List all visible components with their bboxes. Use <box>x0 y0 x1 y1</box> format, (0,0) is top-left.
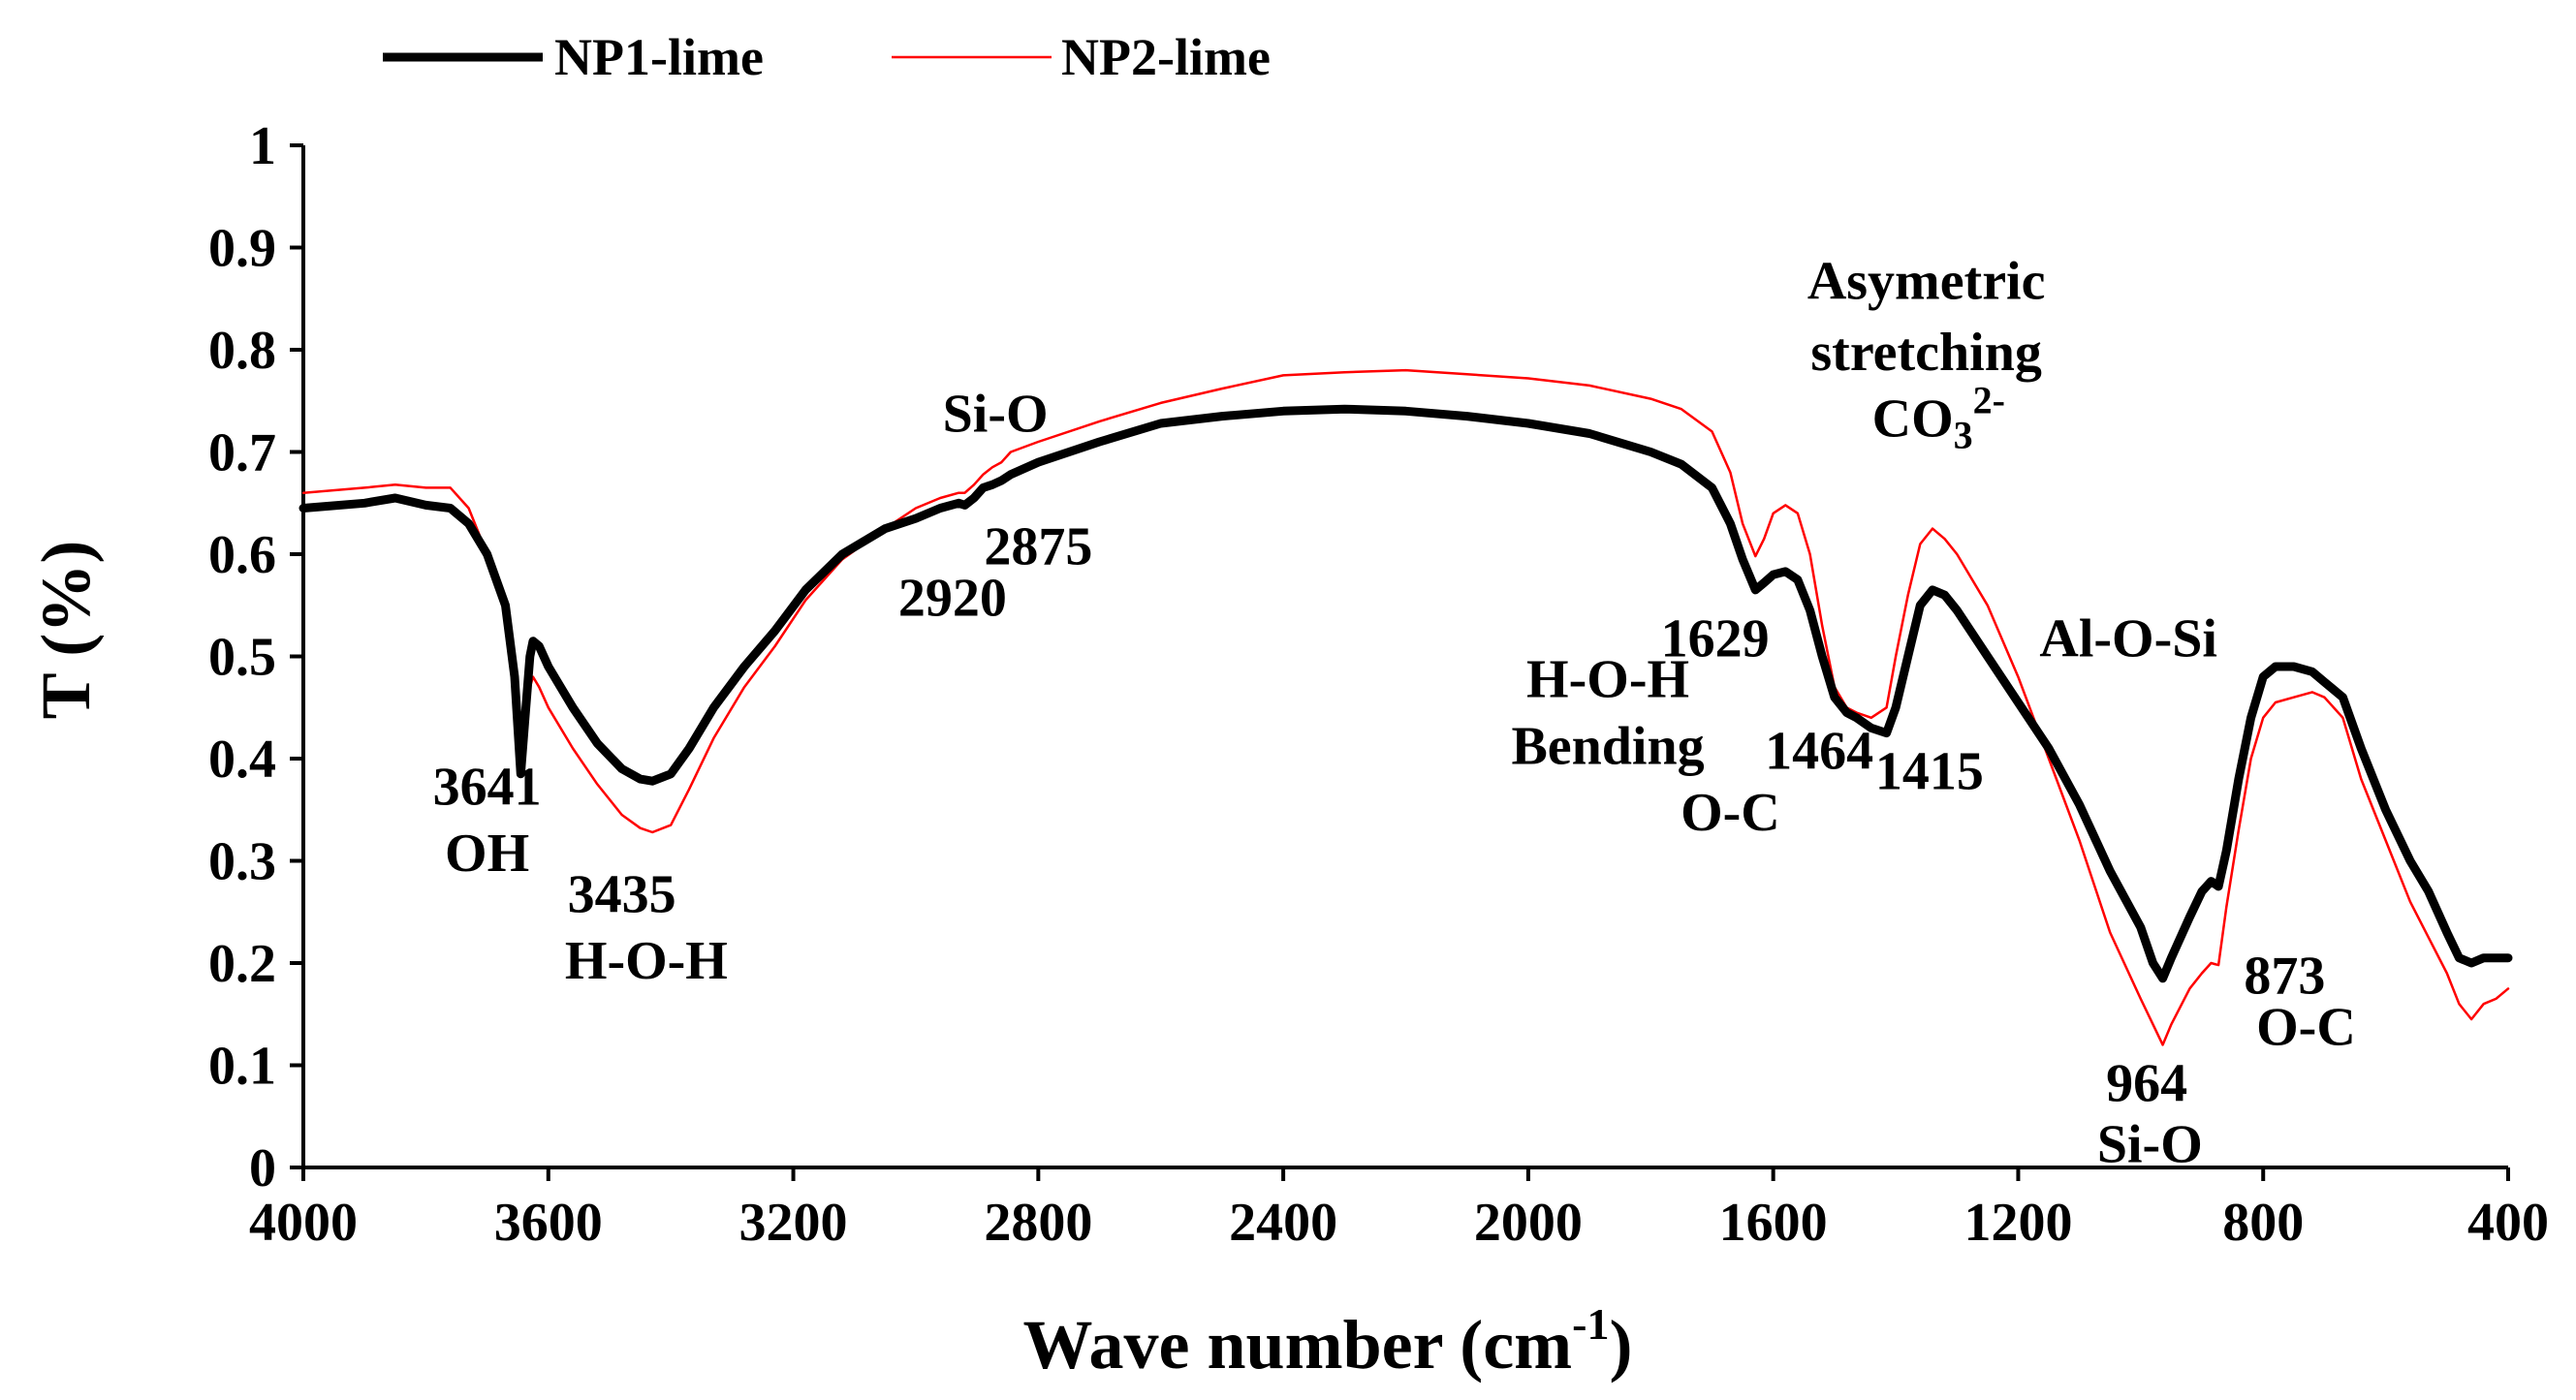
x-tick-label: 3200 <box>739 1193 848 1253</box>
x-tick-label: 4000 <box>249 1193 358 1253</box>
y-tick-label: 0.5 <box>208 628 276 688</box>
annotation-label: Al-O-Si <box>2039 609 2217 669</box>
annotation-label: H-O-H <box>1526 650 1689 710</box>
series-line-np2-lime <box>301 368 2510 1046</box>
y-tick-label: 1 <box>249 116 276 176</box>
plot-area: 0 0.1 0.2 0.3 0.4 0.5 0.6 0.7 0.8 0.9 1 4000 3600 320… <box>208 116 2549 1253</box>
annotation-co3: CO32- <box>1872 379 2005 457</box>
y-tick-label: 0 <box>249 1138 276 1198</box>
annotation-label: OH <box>445 824 529 884</box>
annotation-label: 1415 <box>1875 742 1984 802</box>
annotation-label: 873 <box>2244 947 2325 1007</box>
annotation-label: 2875 <box>984 517 1092 577</box>
x-axis-title-close: ) <box>1609 1306 1632 1384</box>
annotation-label: Asymetric <box>1807 251 2046 311</box>
y-tick-label: 0.9 <box>208 219 276 279</box>
y-tick-label: 0.8 <box>208 321 276 381</box>
x-tick-label: 3600 <box>494 1193 603 1253</box>
series-line-np1-lime <box>298 404 2513 983</box>
annotation-label: 964 <box>2106 1053 2187 1113</box>
x-tick-label: 800 <box>2222 1193 2304 1253</box>
legend-label-np2: NP2-lime <box>1061 28 1271 86</box>
annotation-label: Si-O <box>2097 1115 2203 1175</box>
annotation-label: H-O-H <box>565 931 728 991</box>
legend: NP1-lime NP2-lime <box>383 28 1271 86</box>
x-tick-label: 1200 <box>1963 1193 2072 1253</box>
annotation-label: Bending <box>1511 716 1704 776</box>
x-tick-label: 2400 <box>1229 1193 1337 1253</box>
x-tick-label: 1600 <box>1719 1193 1828 1253</box>
y-tick-label: 0.2 <box>208 934 276 994</box>
x-tick-label: 2800 <box>984 1193 1092 1253</box>
annotation-label: 1464 <box>1765 722 1873 782</box>
annotation-label: 3641 <box>433 757 542 817</box>
annotation-label: stretching <box>1810 323 2042 383</box>
x-axis-title-main: Wave number (cm <box>1023 1306 1573 1384</box>
y-tick-label: 0.6 <box>208 525 276 585</box>
annotation-label: O-C <box>1681 783 1780 843</box>
x-tick-label: 2000 <box>1474 1193 1583 1253</box>
y-tick-label: 0.1 <box>208 1037 276 1097</box>
y-tick-label: 0.3 <box>208 832 276 892</box>
y-tick-label: 0.4 <box>208 730 276 790</box>
x-tick-label: 400 <box>2467 1193 2549 1253</box>
y-axis-title: T (%) <box>27 541 105 720</box>
x-axis-title: Wave number (cm-1) <box>1023 1299 1633 1384</box>
y-tick-label: 0.7 <box>208 423 276 483</box>
annotation-label: O-C <box>2256 997 2356 1057</box>
annotation-label: 2920 <box>898 568 1007 628</box>
annotation-label: 3435 <box>568 864 676 924</box>
annotation-label: Si-O <box>943 384 1049 444</box>
annotation-label: 1629 <box>1661 609 1770 669</box>
x-axis-title-sup: -1 <box>1572 1299 1609 1349</box>
legend-label-np1: NP1-lime <box>554 28 764 86</box>
